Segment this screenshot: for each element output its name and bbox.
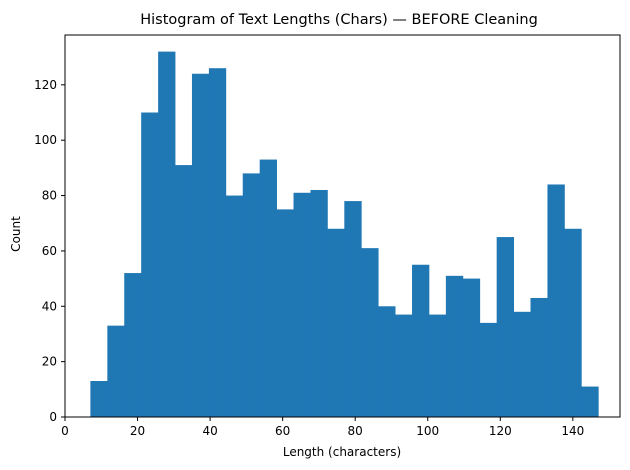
y-tick-label: 80: [42, 189, 57, 203]
x-tick-label: 100: [416, 424, 439, 438]
histogram-bar-14: [327, 228, 345, 417]
histogram-bar-28: [564, 228, 582, 417]
y-axis-label: Count: [9, 216, 23, 252]
histogram-bar-25: [513, 311, 531, 417]
plot-frame: [64, 34, 621, 418]
y-tick-label: 20: [42, 355, 57, 369]
x-axis-label: Length (characters): [283, 445, 401, 459]
x-tick-label: 60: [275, 424, 290, 438]
histogram-bar-26: [530, 297, 548, 417]
histogram-bar-23: [479, 322, 498, 417]
histogram-bar-16: [361, 248, 379, 417]
histogram-bar-11: [276, 209, 294, 417]
histogram-bar-12: [293, 192, 311, 417]
histogram-bar-13: [310, 190, 328, 417]
chart-title: Histogram of Text Lengths (Chars) — BEFO…: [140, 12, 538, 28]
histogram-bar-27: [547, 184, 565, 417]
histogram-bar-5: [175, 165, 193, 417]
x-tick-label: 140: [561, 424, 584, 438]
y-tick-label: 100: [34, 133, 57, 147]
y-tick-label: 40: [42, 299, 57, 313]
histogram-bar-6: [191, 73, 210, 417]
histogram-bar-22: [462, 278, 481, 417]
x-tick-label: 20: [130, 424, 145, 438]
bars-group: [90, 51, 599, 418]
histogram-bar-10: [259, 159, 277, 417]
histogram-bar-8: [225, 195, 244, 417]
histogram-bar-20: [428, 314, 447, 417]
x-tick-label: 40: [202, 424, 217, 438]
y-tick-label: 60: [42, 244, 57, 258]
histogram-bar-4: [158, 51, 176, 418]
y-axis-ticks: 0 20 40 60 80 100 120: [34, 78, 65, 424]
histogram-bar-24: [496, 237, 515, 417]
histogram-bar-18: [395, 314, 413, 417]
x-tick-label: 80: [348, 424, 363, 438]
x-axis-ticks: 0 20 40 60 80 100 120 140: [61, 417, 584, 438]
histogram-bar-15: [344, 201, 362, 417]
histogram-bar-17: [378, 306, 396, 417]
histogram-bar-1: [107, 325, 125, 417]
x-tick-label: 0: [61, 424, 69, 438]
y-tick-label: 120: [34, 78, 57, 92]
x-tick-label: 120: [489, 424, 512, 438]
histogram-bar-29: [581, 386, 599, 417]
histogram-bar-7: [208, 68, 227, 417]
y-tick-label: 0: [49, 410, 57, 424]
histogram-bar-19: [412, 264, 430, 417]
histogram-bar-9: [242, 173, 261, 417]
histogram-bar-3: [141, 112, 159, 417]
histogram-bar-2: [124, 273, 142, 417]
histogram-bar-21: [445, 275, 464, 417]
histogram-bar-0: [90, 381, 108, 417]
